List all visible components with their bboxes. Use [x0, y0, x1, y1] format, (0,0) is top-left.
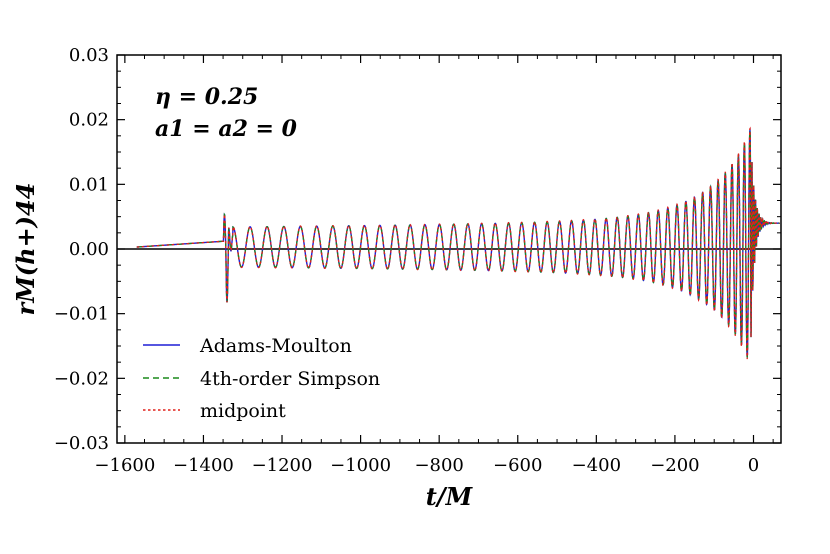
legend: Adams-Moulton 4th-order Simpson midpoint — [143, 335, 380, 422]
x-tick-label: −400 — [572, 455, 621, 476]
legend-label-midpoint: midpoint — [200, 400, 286, 422]
x-tick-label: −1200 — [252, 455, 313, 476]
y-tick-label: 0.00 — [69, 239, 109, 260]
y-tick-label: −0.02 — [54, 368, 109, 389]
series-line-midpoint — [136, 126, 780, 360]
legend-label-simpson: 4th-order Simpson — [200, 368, 380, 390]
x-tick-label: −1600 — [94, 455, 155, 476]
x-tick-label: −600 — [493, 455, 542, 476]
x-tick-label: −200 — [650, 455, 699, 476]
x-tick-label: −1000 — [330, 455, 391, 476]
y-tick-label: −0.01 — [54, 304, 109, 325]
annotation-eta: η = 0.25 — [155, 84, 258, 110]
y-tick-label: 0.02 — [69, 110, 109, 131]
x-tick-label: −800 — [414, 455, 463, 476]
y-tick-label: 0.01 — [69, 174, 109, 195]
legend-label-adams-moulton: Adams-Moulton — [199, 335, 352, 357]
y-tick-label: −0.03 — [54, 433, 109, 454]
y-axis-label: rM(h+)44 — [11, 183, 40, 316]
series-line-4th-order-simpson — [136, 128, 780, 358]
y-tick-label: 0.03 — [69, 45, 109, 66]
x-tick-label: −1400 — [173, 455, 234, 476]
annotation-spins: a1 = a2 = 0 — [155, 116, 298, 142]
x-axis-label: t/M — [426, 482, 474, 511]
series-layer — [136, 126, 780, 360]
ticks-layer: −1600 −1400 −1200 −1000 −800 −600 −400 −200 0 0.0… — [54, 45, 781, 476]
x-tick-label: 0 — [748, 455, 759, 476]
